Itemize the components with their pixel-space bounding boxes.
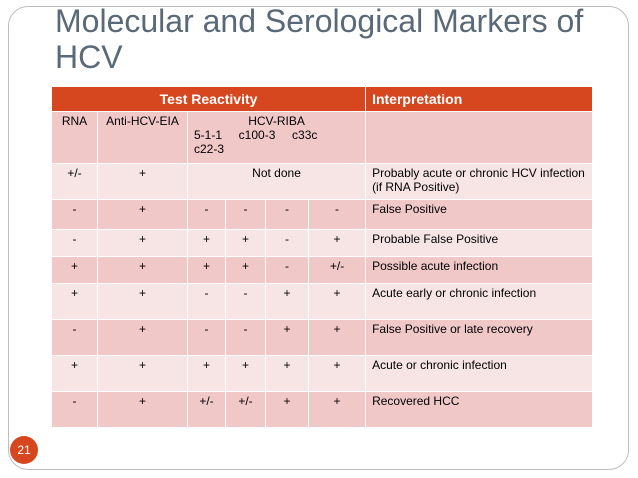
cell-eia: + [98, 320, 188, 356]
cell-riba-c22: + [309, 320, 366, 356]
header-row: Test Reactivity Interpretation [52, 87, 593, 112]
cell-interpretation: Recovered HCC [366, 392, 593, 428]
cell-eia: + [98, 284, 188, 320]
cell-riba-c33c: + [266, 356, 309, 392]
cell-riba-511: +/- [188, 392, 226, 428]
cell-riba-c33c: - [266, 230, 309, 257]
cell-riba-c22: + [309, 230, 366, 257]
cell-riba-511: - [188, 284, 226, 320]
cell-riba-c22: + [309, 284, 366, 320]
cell-riba-c33c: + [266, 284, 309, 320]
table-row: - + - - - - False Positive [52, 200, 593, 230]
markers-table: Test Reactivity Interpretation RNA Anti-… [51, 86, 593, 428]
cell-interpretation: Acute or chronic infection [366, 356, 593, 392]
cell-riba-511: - [188, 320, 226, 356]
riba-title: HCV-RIBA [192, 114, 361, 128]
riba-antigen-c22: c22-3 [192, 142, 361, 156]
table-row: + + + + + + Acute or chronic infection [52, 356, 593, 392]
table-row: - + + + - + Probable False Positive [52, 230, 593, 257]
cell-rna: - [52, 320, 98, 356]
cell-riba-c33c: - [266, 200, 309, 230]
cell-eia: + [98, 230, 188, 257]
cell-riba-c33c: + [266, 320, 309, 356]
cell-riba-511: + [188, 356, 226, 392]
cell-eia: + [98, 257, 188, 284]
cell-riba-c100: + [226, 356, 266, 392]
header-test-reactivity: Test Reactivity [52, 87, 366, 112]
cell-riba-c33c: + [266, 392, 309, 428]
riba-antigens: 5-1-1 c100-3 c33c [192, 128, 361, 142]
table-row: - + - - + + False Positive or late recov… [52, 320, 593, 356]
cell-rna: - [52, 392, 98, 428]
slide-number-badge: 21 [10, 436, 38, 464]
cell-interpretation: False Positive or late recovery [366, 320, 593, 356]
cell-rna: + [52, 257, 98, 284]
subheader-row: RNA Anti-HCV-EIA HCV-RIBA 5-1-1 c100-3 c… [52, 112, 593, 164]
cell-riba-c22: + [309, 356, 366, 392]
cell-riba-not-done: Not done [188, 164, 366, 200]
cell-interpretation: False Positive [366, 200, 593, 230]
cell-riba-c33c: - [266, 257, 309, 284]
slide-title: Molecular and Serological Markers of HCV [55, 3, 615, 75]
cell-riba-511: + [188, 230, 226, 257]
cell-eia: + [98, 392, 188, 428]
cell-riba-c22: - [309, 200, 366, 230]
header-interpretation: Interpretation [366, 87, 593, 112]
cell-rna: + [52, 284, 98, 320]
table-row: +/- + Not done Probably acute or chronic… [52, 164, 593, 200]
cell-eia: + [98, 164, 188, 200]
cell-riba-511: - [188, 200, 226, 230]
table-row: - + +/- +/- + + Recovered HCC [52, 392, 593, 428]
cell-riba-c100: +/- [226, 392, 266, 428]
col-rna: RNA [52, 112, 98, 164]
col-interpretation-empty [366, 112, 593, 164]
cell-interpretation: Acute early or chronic infection [366, 284, 593, 320]
cell-riba-c22: +/- [309, 257, 366, 284]
cell-rna: + [52, 356, 98, 392]
cell-eia: + [98, 200, 188, 230]
cell-rna: - [52, 200, 98, 230]
col-anti-hcv-eia: Anti-HCV-EIA [98, 112, 188, 164]
cell-riba-c22: + [309, 392, 366, 428]
cell-interpretation: Probable False Positive [366, 230, 593, 257]
cell-riba-511: + [188, 257, 226, 284]
table-row: + + + + - +/- Possible acute infection [52, 257, 593, 284]
cell-riba-c100: - [226, 320, 266, 356]
cell-rna: - [52, 230, 98, 257]
table-row: + + - - + + Acute early or chronic infec… [52, 284, 593, 320]
cell-rna: +/- [52, 164, 98, 200]
cell-riba-c100: - [226, 200, 266, 230]
cell-riba-c100: + [226, 257, 266, 284]
cell-interpretation: Possible acute infection [366, 257, 593, 284]
cell-riba-c100: + [226, 230, 266, 257]
cell-riba-c100: - [226, 284, 266, 320]
cell-interpretation: Probably acute or chronic HCV infection … [366, 164, 593, 200]
cell-eia: + [98, 356, 188, 392]
col-hcv-riba: HCV-RIBA 5-1-1 c100-3 c33c c22-3 [188, 112, 366, 164]
